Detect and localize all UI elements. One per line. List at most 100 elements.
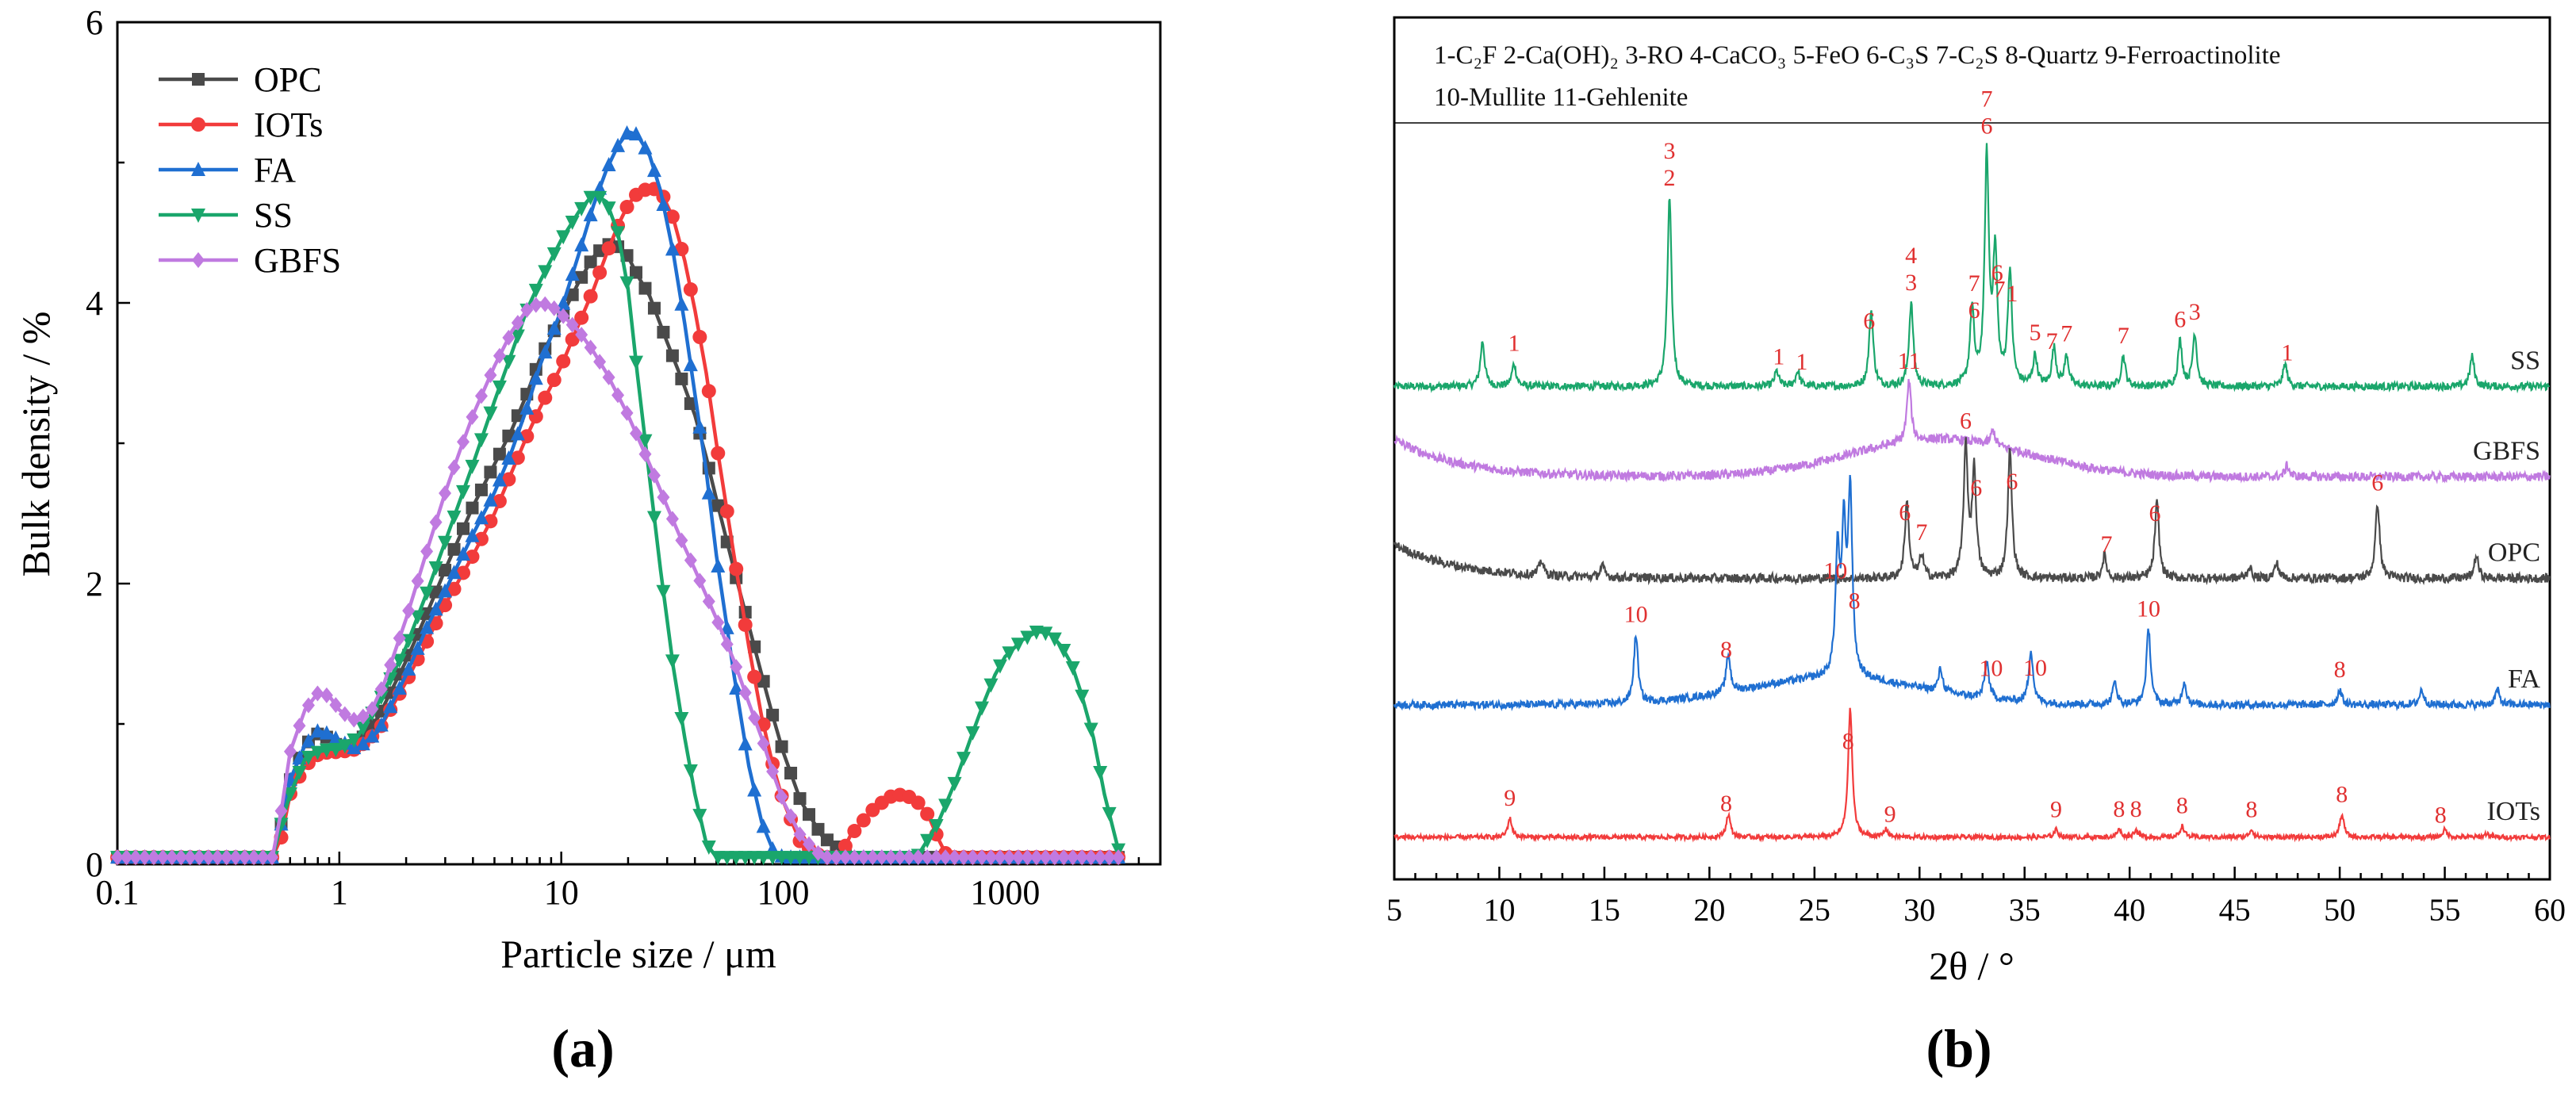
peak-label-opc-6: 6 [2006, 469, 2018, 495]
peak-label-iots-8: 8 [1720, 791, 1732, 817]
x-tick-label-0-1: 0.1 [96, 873, 140, 912]
marker-ss [646, 511, 661, 526]
marker-gbfs [1112, 849, 1125, 866]
marker-iots [701, 384, 716, 399]
panel-b-series-names: SS GBFS OPC FA IOTs [2473, 346, 2540, 825]
y-tick-label-2: 2 [86, 565, 103, 603]
marker-fa [319, 725, 334, 740]
marker-opc [439, 564, 452, 577]
marker-gbfs [183, 849, 197, 866]
legend-marker-opc [192, 73, 205, 86]
marker-ss [929, 818, 944, 833]
legend-label-gbfs: GBFS [254, 241, 341, 280]
marker-ss [947, 776, 962, 791]
marker-gbfs [966, 849, 979, 866]
marker-gbfs [684, 552, 697, 569]
marker-gbfs [466, 408, 479, 425]
marker-fa [546, 320, 562, 335]
y-tick-label-4: 4 [86, 284, 103, 323]
marker-ss [465, 459, 480, 474]
marker-gbfs [1102, 849, 1116, 866]
marker-fa [601, 157, 616, 172]
marker-opc [638, 281, 652, 295]
peak-label-ss-7: 7 [2046, 328, 2058, 354]
series-line-iots [117, 186, 1121, 860]
marker-ss [1083, 722, 1098, 737]
legend-item-fa: FA [159, 151, 296, 190]
marker-fa [674, 296, 689, 311]
marker-ss [729, 851, 744, 866]
marker-gbfs [147, 849, 160, 866]
marker-ss [292, 765, 307, 780]
marker-ss [1093, 765, 1108, 780]
marker-gbfs [1057, 849, 1071, 866]
panel-a-ticks: 0.1 1 10 100 1000 0 2 4 6 [86, 3, 1162, 912]
peak-label-fa-10: 10 [1624, 602, 1648, 628]
marker-ss [656, 584, 671, 599]
marker-gbfs [665, 511, 679, 527]
marker-gbfs [557, 308, 570, 324]
marker-gbfs [1094, 849, 1107, 866]
legend-marker-iots [191, 117, 205, 132]
marker-opc [474, 483, 488, 496]
peak-label-opc-6: 6 [2371, 469, 2383, 496]
marker-ss [1075, 689, 1090, 704]
marker-ss [992, 659, 1007, 674]
peak-label-ss-7: 7 [2118, 323, 2129, 349]
marker-fa [629, 126, 644, 141]
marker-fa [756, 818, 771, 833]
marker-iots [665, 209, 680, 224]
x-tick-label-60: 60 [2534, 892, 2566, 928]
marker-fa [619, 125, 634, 140]
peak-label-ss-6: 6 [1863, 308, 1875, 335]
marker-gbfs [120, 849, 133, 866]
marker-gbfs [138, 849, 151, 866]
marker-gbfs [911, 849, 925, 866]
marker-fa [611, 137, 626, 152]
marker-ss [592, 190, 608, 205]
marker-gbfs [229, 849, 243, 866]
marker-iots [473, 531, 489, 546]
marker-fa [719, 619, 734, 634]
marker-iots [447, 581, 462, 596]
peak-label-iots-9: 9 [1504, 785, 1516, 811]
peak-label-ss-5: 5 [2029, 320, 2041, 346]
series-line-ss [117, 191, 1122, 860]
marker-gbfs [875, 849, 888, 866]
marker-fa [583, 207, 598, 222]
peak-label-gbfs-11: 11 [1898, 348, 1921, 374]
marker-iots [565, 332, 580, 347]
marker-gbfs [366, 701, 379, 718]
peak-label-iots-8: 8 [2176, 793, 2188, 819]
marker-ss [701, 841, 716, 856]
marker-gbfs [584, 339, 597, 356]
marker-ss [420, 586, 435, 601]
marker-gbfs [493, 347, 506, 364]
peak-label-fa-8: 8 [2334, 657, 2346, 683]
marker-fa [565, 266, 580, 281]
marker-fa [574, 237, 589, 252]
marker-gbfs [1075, 849, 1089, 866]
marker-ss [920, 833, 935, 848]
marker-gbfs [356, 708, 370, 725]
x-tick-label-45: 45 [2219, 892, 2251, 928]
marker-gbfs [838, 849, 852, 866]
marker-iots [910, 795, 926, 810]
series-opc [111, 238, 1125, 864]
marker-gbfs [211, 849, 224, 866]
panel-a-particle-size-chart: 0.1 1 10 100 1000 0 2 4 6 OPC IOTs FA SS GBFS Partic… [13, 3, 1162, 1078]
marker-ss [428, 561, 443, 576]
marker-iots [574, 310, 589, 325]
marker-ss [638, 434, 653, 449]
x-tick-label-35: 35 [2009, 892, 2041, 928]
marker-ss [392, 653, 407, 668]
marker-gbfs [939, 849, 953, 866]
marker-gbfs [474, 388, 488, 404]
marker-ss [1038, 626, 1053, 641]
peak-label-iots-9: 9 [1884, 802, 1896, 828]
marker-gbfs [420, 543, 434, 560]
series-ss [110, 190, 1126, 866]
marker-gbfs [238, 849, 251, 866]
marker-gbfs [738, 684, 752, 701]
xrd-pattern-gbfs [1393, 378, 2551, 484]
